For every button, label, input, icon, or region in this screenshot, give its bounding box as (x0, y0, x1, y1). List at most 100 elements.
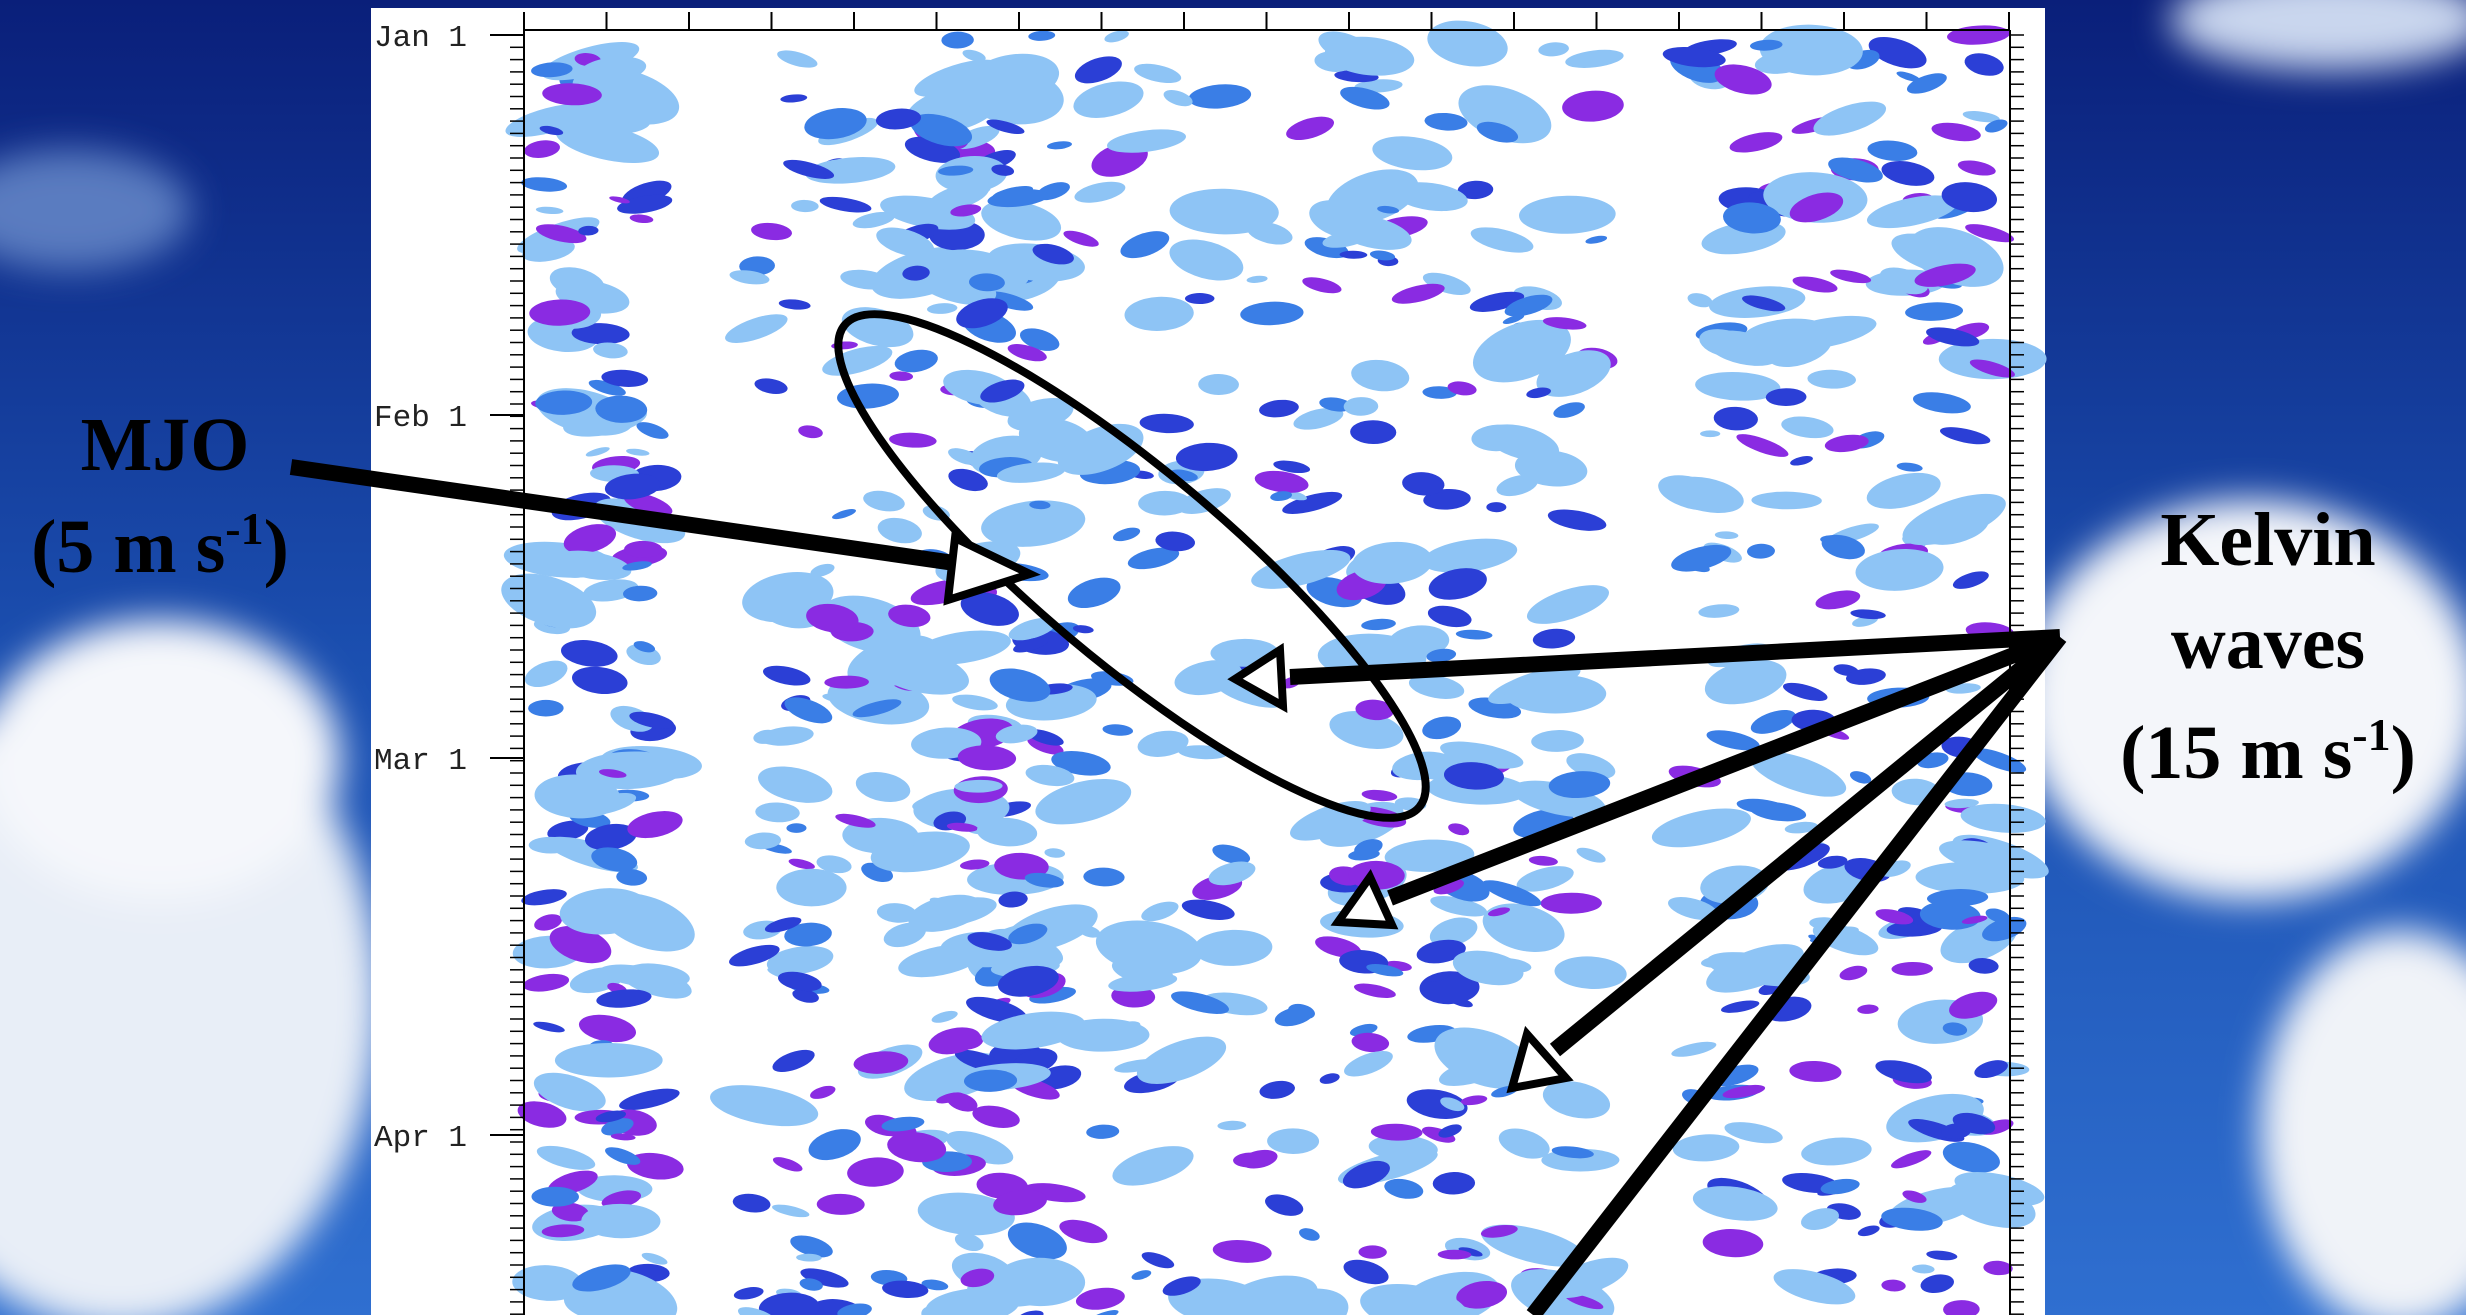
contour-blob (963, 1069, 1018, 1092)
contour-blob (1742, 295, 1786, 312)
contour-blob (1361, 789, 1398, 802)
contour-blob (1920, 1274, 1954, 1294)
contour-blob (1169, 188, 1279, 235)
contour-blob (1059, 1219, 1108, 1244)
contour-blob (1875, 909, 1914, 925)
contour-blob (1447, 381, 1477, 396)
contour-blob (552, 550, 632, 581)
contour-blob (1432, 1172, 1476, 1195)
contour-blob (1044, 848, 1066, 858)
contour-blob (1875, 1060, 1932, 1084)
contour-blob (531, 1186, 579, 1207)
contour-blob (1282, 491, 1343, 515)
contour-blob (981, 1011, 1086, 1050)
arrows (289, 459, 2067, 1315)
contour-blob (967, 1262, 1077, 1307)
contour-blob (1175, 442, 1238, 472)
contour-blob (1134, 63, 1182, 84)
contour-blob (876, 903, 917, 923)
contour-blob (578, 225, 599, 236)
contour-blob (588, 379, 626, 396)
contour-blob (1017, 1310, 1044, 1315)
contour-blob (1246, 275, 1268, 283)
contour-blob (1504, 674, 1607, 714)
contour-blob (852, 699, 902, 718)
contour-blob (880, 195, 976, 230)
contour-blob (1542, 317, 1587, 330)
contour-blob (1554, 956, 1627, 990)
contour-blob (1377, 205, 1400, 214)
arrowhead (1227, 642, 1288, 714)
contour-blob (529, 299, 591, 326)
contour-blob (604, 473, 661, 500)
contour-blob (1343, 397, 1379, 416)
contour-blob (1067, 577, 1121, 609)
contour-blob (960, 1268, 995, 1288)
contour-blob (1714, 531, 1739, 540)
contour-blob (1029, 500, 1051, 510)
contour-blob (1273, 460, 1311, 474)
contour-blob (1881, 1279, 1906, 1292)
contour-blob (938, 249, 1029, 289)
contour-blob (941, 31, 974, 49)
contour-blob (954, 779, 1003, 793)
contour-blob (1750, 751, 1847, 797)
contour-blob (629, 214, 654, 224)
contour-blob (1651, 808, 1751, 848)
contour-blob (1891, 961, 1933, 976)
contour-blob (993, 1189, 1047, 1216)
contour-blob (1027, 736, 1064, 755)
contour-blob (777, 971, 822, 992)
contour-blob (810, 1085, 836, 1099)
contour-blob (777, 50, 818, 68)
contour-blob (963, 68, 1064, 125)
contour-blob (1351, 359, 1410, 392)
contour-blob (528, 836, 573, 854)
contour-blob (1736, 434, 1789, 457)
contour-blob (1358, 1245, 1387, 1259)
contour-blob (1482, 880, 1542, 907)
contour-blob (946, 822, 978, 832)
contour-blob (1658, 475, 1725, 511)
contour-blob (972, 1105, 1020, 1128)
contour-blob (601, 1190, 642, 1209)
contour-blob (1790, 456, 1813, 466)
contour-blob (533, 1021, 565, 1033)
contour-blob (1124, 296, 1194, 331)
contour-blob (1839, 965, 1868, 981)
contour-blob (751, 222, 792, 241)
contour-blob (1251, 549, 1351, 589)
contour-blob (1773, 1269, 1856, 1305)
y-tick-labels: Jan 1 Feb 1 Mar 1 Apr 1 (374, 21, 467, 1156)
contour-blob (1120, 231, 1170, 259)
contour-blob (889, 432, 937, 448)
contour-blob (1968, 958, 1999, 974)
contour-blob (1460, 1095, 1488, 1106)
contour-blob (1075, 1287, 1125, 1310)
contour-blob (996, 462, 1066, 483)
contour-blob (1008, 617, 1057, 641)
contour-blob (1193, 929, 1273, 966)
contour-blob (1713, 406, 1758, 431)
contour-blob (1784, 821, 1818, 834)
contour-blob (1896, 462, 1923, 472)
kelvin-arrow (1387, 629, 2063, 906)
contour-blob (772, 1157, 803, 1172)
contour-blob (1402, 472, 1445, 496)
contour-blob (997, 965, 1059, 997)
contour-blob (1498, 1128, 1550, 1159)
contour-blob (1480, 1224, 1518, 1238)
contour-blob (1051, 750, 1111, 776)
contour-blob (1911, 1264, 1935, 1274)
contour-blob (1108, 972, 1178, 992)
contour-blob (1361, 618, 1396, 631)
contour-blob (547, 820, 589, 841)
contour-blob (737, 1307, 777, 1315)
contour-blob (1168, 1278, 1271, 1315)
contour-blob (1662, 46, 1726, 68)
contour-blob (536, 1145, 596, 1170)
contour-blob (549, 926, 612, 964)
contour-blob (1302, 277, 1342, 294)
contour-blob (840, 269, 891, 290)
